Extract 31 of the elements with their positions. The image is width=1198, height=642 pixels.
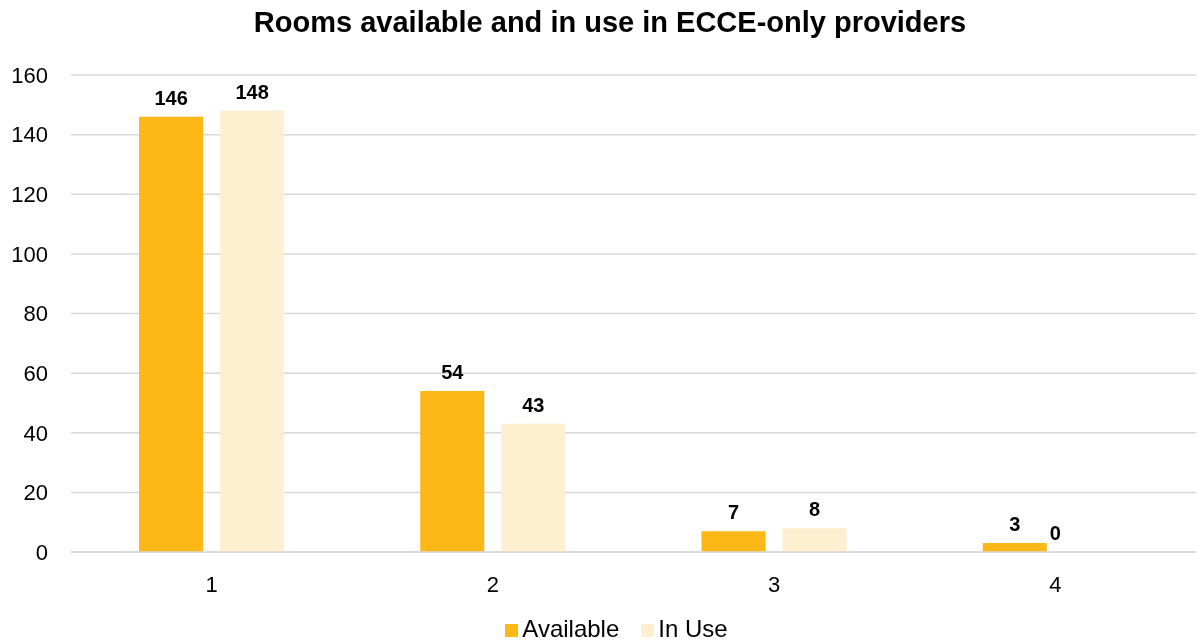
- chart-title: Rooms available and in use in ECCE-only providers: [252, 6, 968, 39]
- data-label: 43: [522, 393, 545, 416]
- y-tick-label: 20: [23, 480, 48, 506]
- x-tick-label: 1: [205, 571, 218, 597]
- y-tick-label: 60: [23, 360, 48, 386]
- legend-label: In Use: [658, 615, 728, 642]
- y-tick-label: 140: [11, 122, 48, 148]
- legend-label: Available: [522, 615, 620, 642]
- y-tick-label: 100: [11, 241, 48, 267]
- bar: [982, 543, 1047, 552]
- x-tick-label: 2: [486, 571, 499, 597]
- y-tick-label: 160: [11, 62, 48, 88]
- bar: [220, 110, 284, 552]
- x-tick-label: 3: [768, 571, 781, 597]
- y-tick-label: 80: [23, 301, 48, 327]
- data-label: 3: [1009, 513, 1021, 536]
- data-label: 54: [441, 361, 465, 384]
- data-label: 7: [728, 501, 740, 524]
- y-tick-label: 0: [35, 539, 48, 565]
- data-label: 148: [235, 80, 269, 103]
- bar: [420, 391, 485, 552]
- data-label: 8: [809, 498, 821, 521]
- y-tick-label: 40: [23, 420, 48, 446]
- data-label: 146: [154, 86, 188, 109]
- y-tick-label: 120: [11, 182, 48, 208]
- bar: [782, 528, 847, 552]
- bar: [701, 531, 766, 552]
- bar: [501, 423, 566, 552]
- x-tick-label: 4: [1049, 571, 1062, 597]
- bar: [139, 116, 203, 552]
- data-label: 0: [1049, 522, 1061, 544]
